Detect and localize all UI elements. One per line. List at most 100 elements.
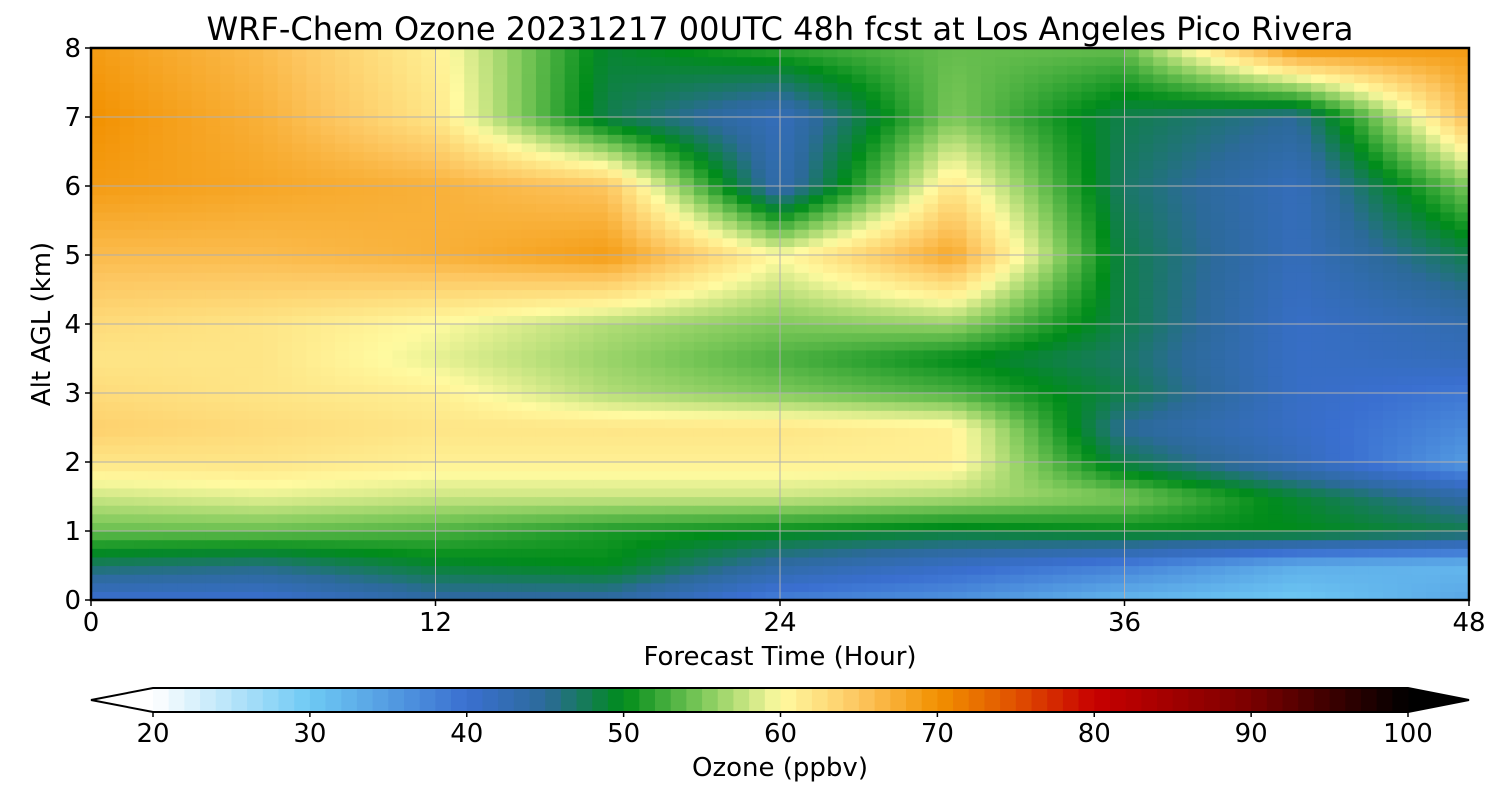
heatmap-cell (105, 384, 121, 394)
heatmap-cell (794, 427, 810, 437)
heatmap-cell (923, 479, 939, 489)
heatmap-cell (1181, 324, 1197, 334)
heatmap-cell (220, 401, 236, 411)
heatmap-cell (923, 332, 939, 342)
heatmap-cell (1425, 358, 1441, 368)
heatmap-cell (579, 211, 594, 222)
heatmap-cell (966, 548, 982, 558)
heatmap-cell (880, 358, 896, 368)
heatmap-cell (1454, 324, 1470, 334)
heatmap-cell (980, 487, 996, 498)
heatmap-cell (349, 298, 365, 308)
heatmap-cell (320, 358, 336, 368)
heatmap-cell (880, 229, 896, 239)
heatmap-cell (650, 505, 666, 515)
heatmap-cell (464, 289, 480, 299)
heatmap-cell (306, 591, 322, 601)
heatmap-cell (736, 427, 752, 437)
heatmap-cell (1067, 574, 1083, 584)
heatmap-cell (722, 479, 738, 489)
heatmap-cell (679, 358, 695, 368)
heatmap-cell (349, 263, 365, 273)
heatmap-cell (1024, 513, 1039, 523)
heatmap-cell (1239, 237, 1255, 247)
heatmap-cell (622, 160, 638, 170)
heatmap-cell (579, 324, 594, 334)
heatmap-cell (291, 565, 307, 575)
heatmap-cell (1024, 358, 1039, 368)
heatmap-cell (1368, 220, 1384, 230)
heatmap-cell (909, 186, 925, 196)
heatmap-cell (1138, 315, 1154, 325)
heatmap-cell (177, 229, 193, 239)
heatmap-cell (1368, 177, 1384, 187)
heatmap-cell (248, 487, 264, 498)
heatmap-cell (579, 487, 594, 498)
heatmap-cell (1411, 531, 1427, 541)
heatmap-cell (1124, 548, 1140, 558)
heatmap-cell (392, 522, 408, 532)
heatmap-cell (105, 246, 121, 256)
heatmap-cell (1067, 367, 1083, 377)
heatmap-cell (205, 513, 221, 523)
heatmap-cell (851, 556, 867, 567)
heatmap-cell (392, 462, 408, 472)
heatmap-cell (464, 462, 480, 472)
heatmap-cell (335, 186, 350, 196)
heatmap-cell (1311, 375, 1327, 385)
heatmap-cell (665, 487, 681, 498)
heatmap-cell (234, 332, 250, 342)
heatmap-cell (1368, 229, 1384, 239)
heatmap-cell (320, 298, 336, 308)
heatmap-cell (980, 462, 996, 472)
heatmap-cell (1268, 211, 1283, 222)
heatmap-cell (851, 229, 867, 239)
heatmap-cell (909, 315, 925, 325)
heatmap-cell (966, 375, 982, 385)
heatmap-cell (665, 160, 681, 170)
heatmap-cell (1210, 531, 1226, 541)
heatmap-cell (1210, 194, 1226, 204)
heatmap-cell (1268, 298, 1283, 308)
heatmap-cell (148, 367, 164, 377)
heatmap-cell (679, 574, 695, 584)
heatmap-cell (105, 410, 121, 420)
heatmap-cell (1138, 289, 1154, 299)
heatmap-cell (708, 496, 724, 506)
heatmap-cell (593, 246, 609, 256)
heatmap-cell (263, 479, 279, 489)
heatmap-cell (277, 151, 293, 161)
heatmap-cell (1095, 548, 1111, 558)
heatmap-cell (1124, 211, 1140, 222)
heatmap-cell (1440, 194, 1456, 204)
heatmap-cell (550, 203, 566, 213)
heatmap-cell (205, 237, 221, 247)
heatmap-cell (507, 453, 523, 463)
heatmap-cell (765, 246, 781, 256)
heatmap-cell (263, 349, 279, 360)
heatmap-cell (722, 263, 738, 273)
heatmap-cell (1268, 462, 1283, 472)
heatmap-cell (708, 436, 724, 446)
heatmap-cell (521, 487, 537, 498)
heatmap-cell (1153, 436, 1169, 446)
heatmap-cell (1024, 255, 1039, 265)
heatmap-cell (909, 229, 925, 239)
heatmap-cell (234, 539, 250, 549)
heatmap-cell (1296, 531, 1312, 541)
heatmap-cell (191, 548, 207, 558)
heatmap-cell (91, 444, 106, 454)
heatmap-cell (105, 229, 121, 239)
heatmap-cell (1397, 513, 1413, 523)
heatmap-cell (794, 393, 810, 403)
heatmap-cell (636, 436, 652, 446)
heatmap-cell (1138, 272, 1154, 282)
heatmap-cell (248, 496, 264, 506)
heatmap-cell (751, 522, 767, 532)
heatmap-cell (780, 237, 795, 247)
heatmap-cell (1196, 487, 1212, 498)
heatmap-cell (1224, 289, 1240, 299)
heatmap-cell (1196, 556, 1212, 567)
heatmap-cell (1253, 427, 1269, 437)
heatmap-cell (851, 470, 867, 480)
